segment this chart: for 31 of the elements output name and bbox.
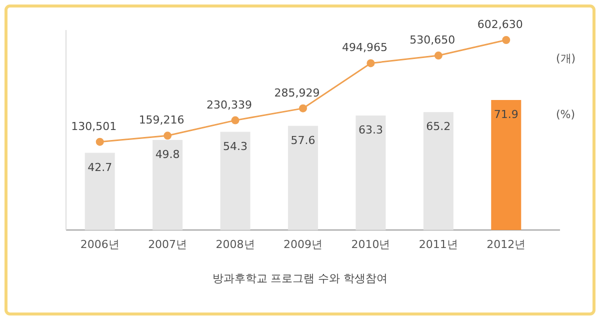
y2-axis-title: (개) — [556, 52, 576, 65]
x-tick-label: 2009년 — [284, 238, 322, 251]
x-tick-label: 2007년 — [148, 238, 188, 251]
bar — [220, 132, 250, 230]
data-label: 63.3 — [358, 124, 383, 137]
data-label: 57.6 — [290, 134, 316, 147]
text: 방과후학교 프로그램 수와 학생참여 — [212, 272, 388, 285]
bar — [356, 116, 386, 230]
data-label: 494,965 — [342, 41, 388, 54]
data-label: 602,630 — [477, 18, 523, 31]
data-label: 42.7 — [88, 160, 112, 174]
data-label: 159,216 — [138, 114, 184, 127]
x-tick-label: 2012년 — [486, 238, 526, 251]
data-label: 530,650 — [410, 34, 456, 47]
bar — [152, 140, 183, 230]
data-label: 130,501 — [71, 120, 117, 133]
data-label: 71.9 — [494, 108, 518, 121]
x-tick-label: 2011년 — [418, 238, 458, 251]
data-label: 49.8 — [155, 148, 180, 161]
data-label: 65.2 — [426, 120, 451, 134]
bar — [288, 126, 318, 230]
x-tick-label: 2008년 — [216, 238, 255, 251]
data-label: 285,929 — [274, 86, 320, 100]
x-tick-label: 2010년 — [351, 238, 390, 251]
data-label: 54.3 — [223, 140, 248, 153]
bar — [491, 100, 522, 230]
bar — [84, 152, 115, 230]
data-label: 230,339 — [206, 98, 252, 112]
y-axis-title: (%) — [556, 108, 576, 121]
x-tick-label: 2006년 — [80, 238, 120, 251]
bar — [423, 112, 454, 230]
